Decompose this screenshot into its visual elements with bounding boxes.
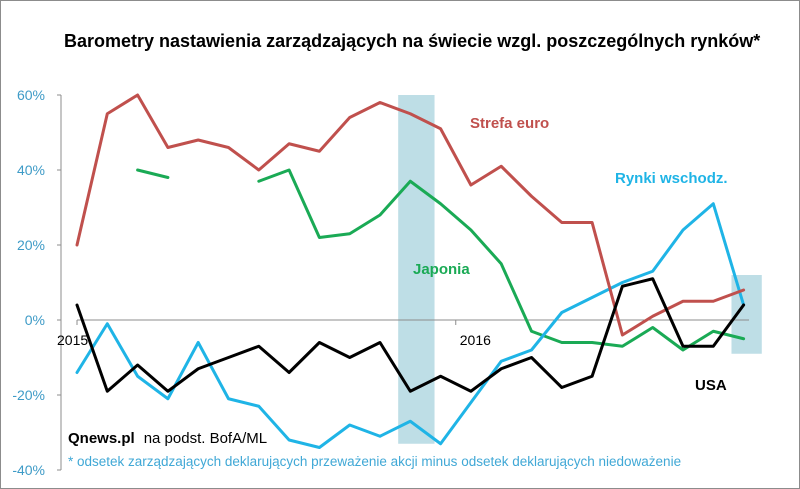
y-tick-label: 60% (17, 87, 45, 103)
footnote: * odsetek zarządzających deklarujących p… (68, 454, 681, 469)
axis-ticks: 60% 40% 20% 0% -20% -40% 2015 2016 (12, 87, 491, 478)
y-tick-label: 20% (17, 237, 45, 253)
highlight-bands (398, 95, 762, 444)
source-line: Qnews.pl na podst. BofA/ML (68, 430, 267, 447)
x-tick-label: 2015 (57, 332, 88, 348)
x-tick-label: 2016 (460, 332, 491, 348)
y-tick-label: -40% (12, 462, 45, 478)
chart-title: Barometry nastawienia zarządzających na … (64, 31, 760, 51)
series-line-usa (75, 277, 746, 393)
series-lines (75, 93, 746, 449)
highlight-band (398, 95, 435, 444)
series-line-strefa-euro (75, 93, 746, 337)
series-label-japonia: Japonia (413, 261, 470, 278)
y-tick-label: 0% (25, 312, 45, 328)
source-suffix: na podst. BofA/ML (144, 430, 267, 447)
series-line-japonia (257, 168, 746, 352)
series-label-strefa-euro: Strefa euro (470, 115, 549, 132)
source-name: Qnews.pl (68, 430, 135, 447)
series-label-rynki-wschodz: Rynki wschodz. (615, 170, 728, 187)
series-label-usa: USA (695, 377, 727, 394)
series-line-japonia (136, 168, 170, 179)
y-tick-label: 40% (17, 162, 45, 178)
y-tick-label: -20% (12, 387, 45, 403)
axes (60, 95, 749, 470)
series-line-rynki-wschodz (75, 202, 746, 449)
